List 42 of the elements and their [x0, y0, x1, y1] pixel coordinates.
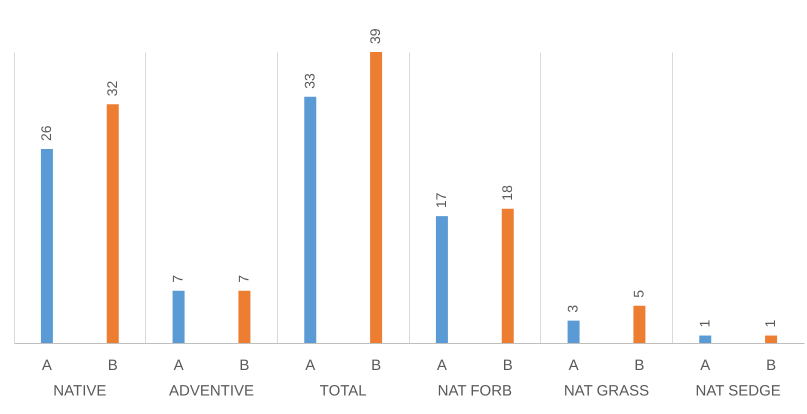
x-tick-label: ADVENTIVE — [168, 382, 254, 400]
data-label: 1 — [696, 320, 712, 328]
bar — [304, 96, 316, 343]
bar — [40, 149, 53, 343]
text: A — [700, 357, 710, 374]
text: B — [239, 357, 250, 374]
x-tick-label: NAT FORB — [438, 382, 512, 400]
text: B — [634, 357, 644, 374]
data-label: 17 — [432, 192, 449, 208]
text: B — [371, 357, 382, 374]
data-label: 32 — [104, 80, 120, 96]
data-label: 1 — [762, 320, 778, 328]
text: A — [568, 357, 579, 374]
bar — [238, 290, 250, 343]
bar — [370, 52, 382, 343]
text: A — [305, 357, 316, 374]
data-label: 26 — [38, 125, 54, 141]
bar — [765, 336, 778, 343]
data-label: 7 — [235, 274, 252, 283]
x-tick-label: TOTAL — [320, 382, 367, 400]
data-label: 5 — [630, 290, 646, 298]
data-label: 39 — [367, 28, 384, 44]
text: B — [766, 357, 776, 374]
bar — [106, 104, 119, 343]
data-label: 3 — [564, 304, 581, 313]
x-tick-label: NAT SEDGE — [696, 382, 781, 400]
text: B — [502, 357, 513, 374]
data-label: 7 — [170, 274, 186, 283]
series-label: B — [108, 357, 118, 374]
text: A — [436, 357, 447, 374]
x-tick-label: NAT GRASS — [564, 382, 650, 400]
data-label: 33 — [301, 72, 318, 89]
bar — [172, 290, 185, 343]
x-tick-label: NATIVE — [53, 382, 106, 400]
bar — [699, 336, 712, 343]
series-label: A — [42, 357, 52, 374]
text: A — [174, 357, 184, 374]
data-label: 18 — [498, 184, 515, 201]
bar — [502, 208, 514, 343]
bar — [436, 216, 448, 343]
bar — [568, 320, 580, 343]
bar — [633, 306, 646, 343]
